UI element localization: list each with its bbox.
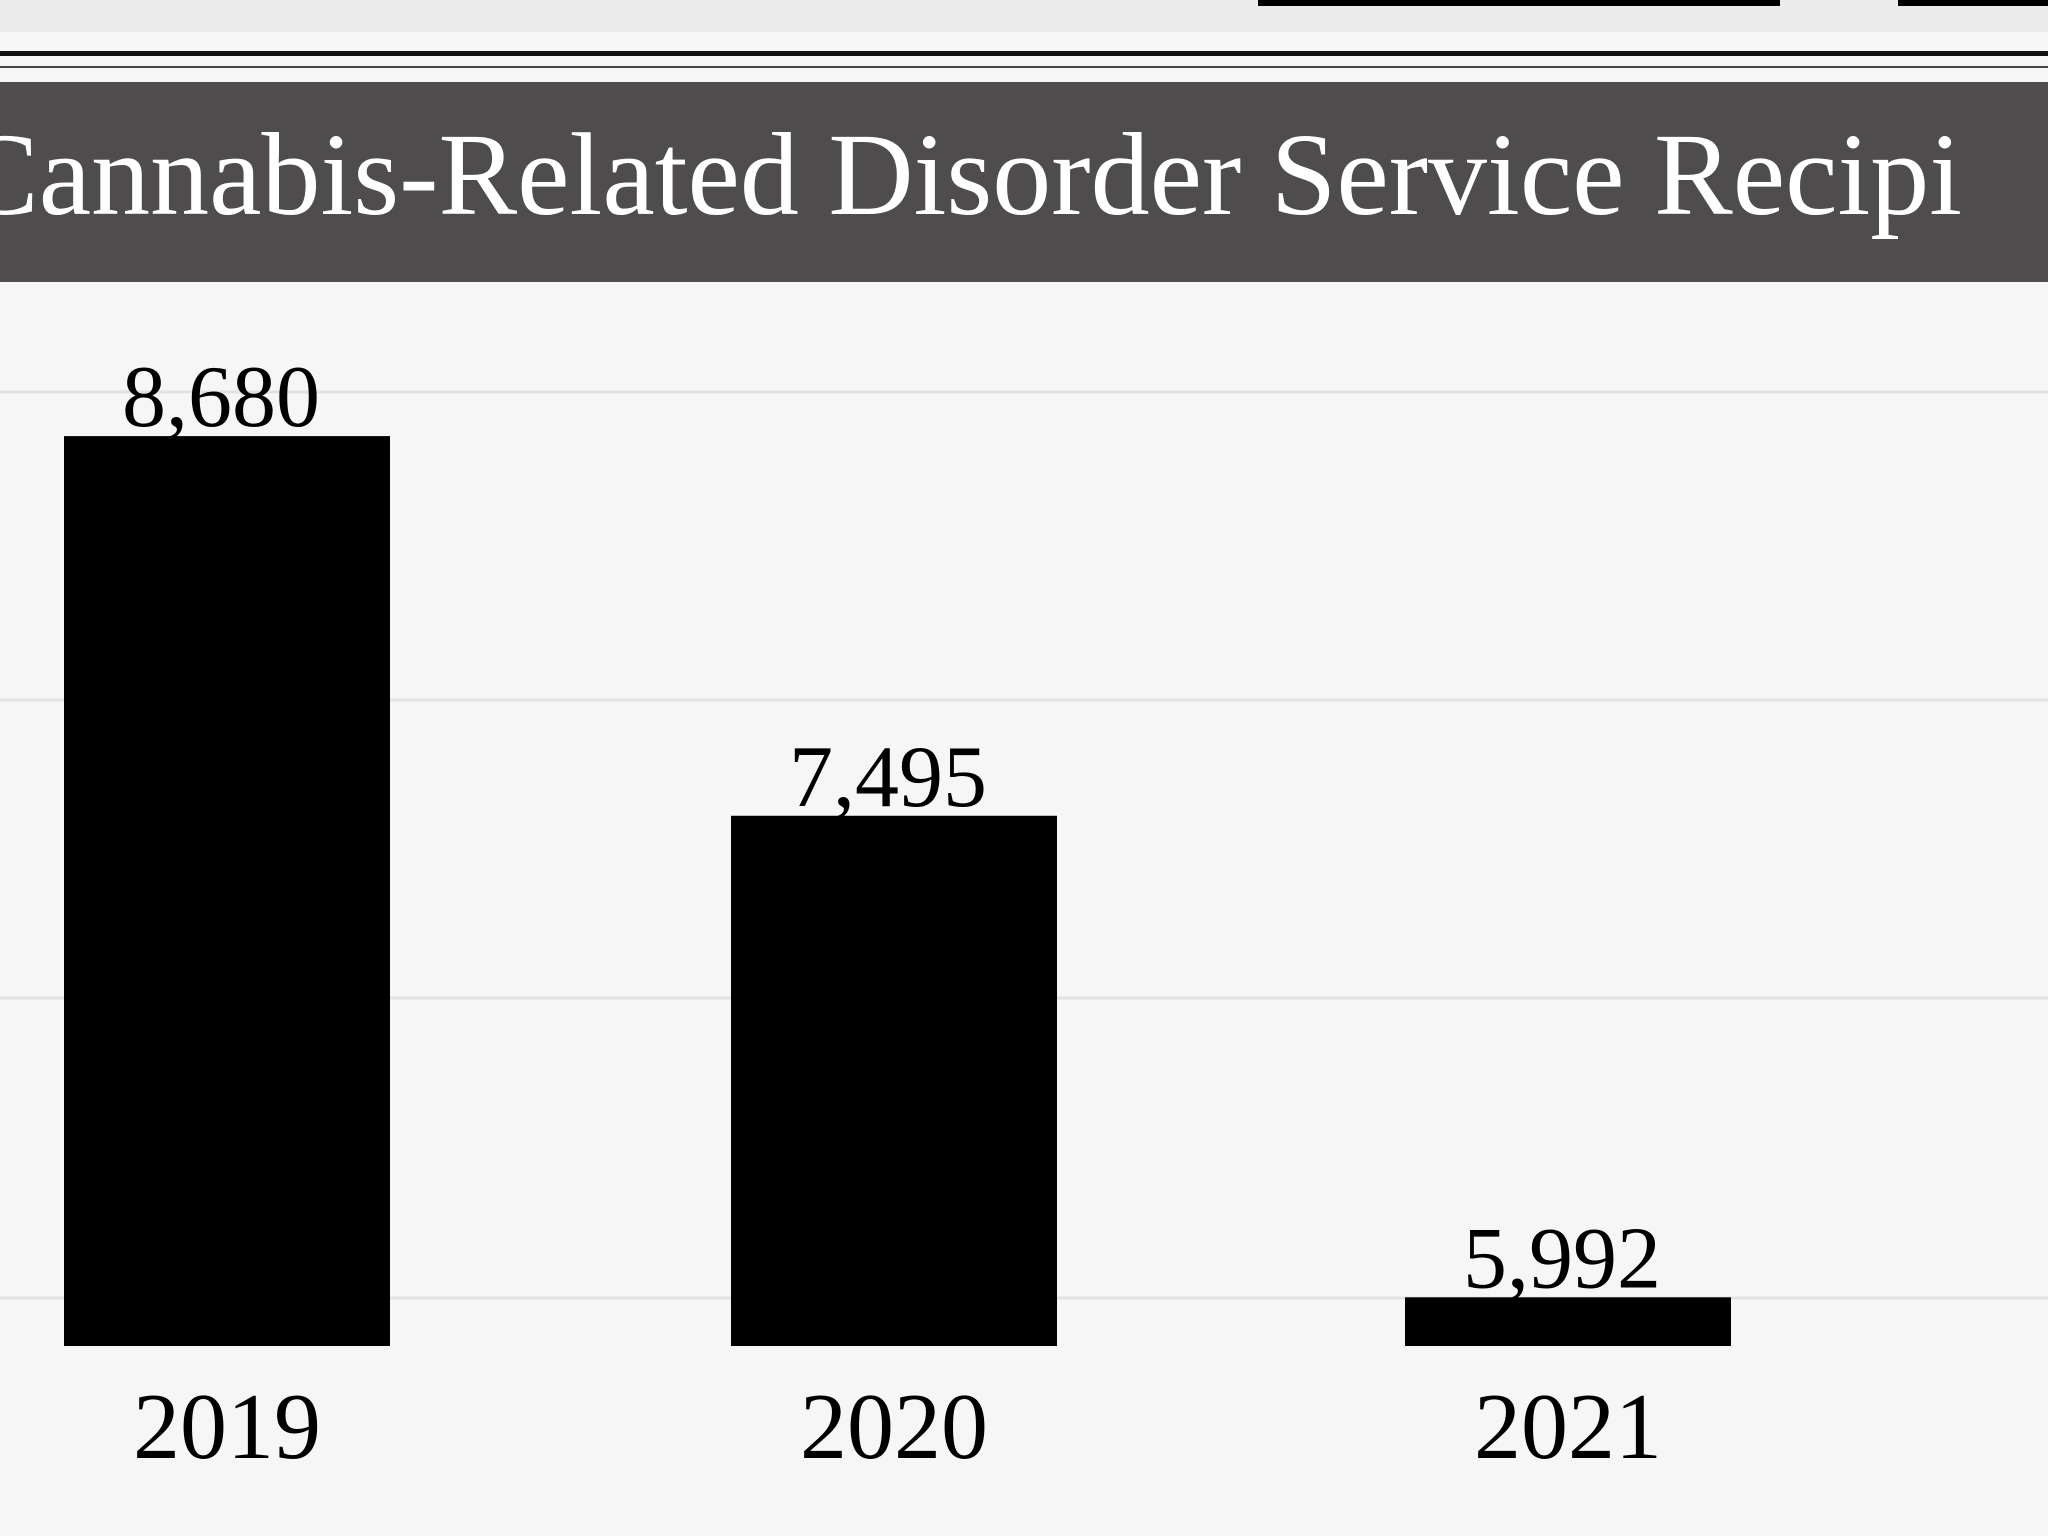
- data-label-2019: 8,680: [122, 349, 320, 446]
- header-divider: [0, 51, 2048, 56]
- data-label-2020: 7,495: [789, 729, 987, 826]
- bars: [64, 436, 1731, 1347]
- chart-title-bar: Cannabis-Related Disorder Service Recipi: [0, 82, 2048, 282]
- x-tick-2020: 2020: [800, 1375, 988, 1479]
- x-tick-2019: 2019: [133, 1375, 321, 1479]
- x-tick-labels: 2019 2020 2021: [133, 1375, 1662, 1479]
- bar-chart: 8,680 7,495 5,992 2019 2020 2021: [0, 282, 2048, 1536]
- bar-2019: [64, 436, 390, 1347]
- tab-indicator[interactable]: [1898, 0, 2048, 6]
- chart-title: Cannabis-Related Disorder Service Recipi: [0, 109, 1963, 240]
- active-tab-indicator[interactable]: [1258, 0, 1780, 6]
- data-label-2021: 5,992: [1463, 1210, 1661, 1307]
- header-divider-thin: [0, 66, 2048, 68]
- x-tick-2021: 2021: [1474, 1375, 1662, 1479]
- bar-chart-svg: 8,680 7,495 5,992 2019 2020 2021: [0, 349, 2048, 1479]
- data-labels: 8,680 7,495 5,992: [122, 349, 1661, 1307]
- bar-2021: [1405, 1297, 1731, 1346]
- bar-2020: [731, 815, 1057, 1346]
